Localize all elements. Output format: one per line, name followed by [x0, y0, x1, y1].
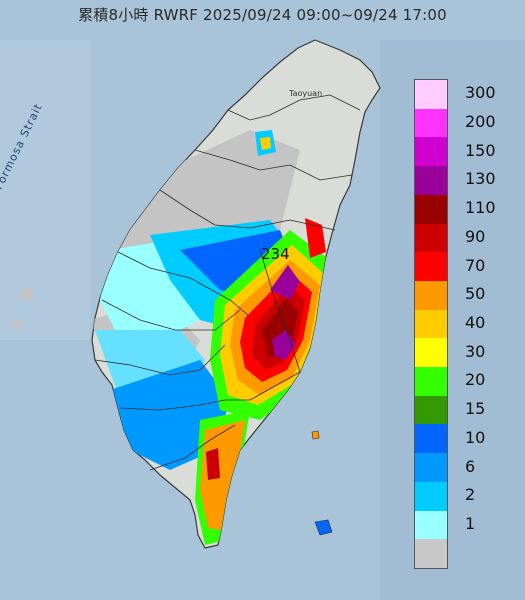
legend-label: 40: [465, 313, 486, 332]
legend-label: 110: [465, 198, 496, 218]
taiwan-island: [91, 39, 381, 549]
legend-swatch: [415, 338, 447, 368]
legend-swatch: [415, 252, 447, 281]
county-boundaries: [94, 94, 361, 471]
legend-swatch: [415, 80, 447, 109]
legend-swatch: [415, 453, 447, 482]
legend-label: 150: [465, 140, 496, 160]
legend-swatch: [415, 395, 447, 425]
map-title: 累積8小時 RWRF 2025/09/24 09:00~09/24 17:00: [78, 6, 447, 24]
legend-label: 1: [465, 513, 476, 533]
penghu-islands: [12, 288, 34, 330]
legend-label: 10: [465, 427, 486, 447]
legend-swatch: [415, 166, 447, 195]
city-label: Taoyuan: [289, 89, 323, 98]
green-island: [311, 430, 320, 440]
peak-value-label: 234: [261, 245, 290, 263]
legend-label: 20: [465, 370, 486, 390]
legend-label: 130: [465, 169, 496, 189]
legend-swatch: [415, 309, 447, 339]
legend-swatch: [415, 223, 447, 253]
legend-swatch: [415, 539, 447, 568]
legend-swatch: [415, 280, 447, 310]
legend-label: 6: [465, 456, 476, 476]
orchid-island: [314, 519, 333, 536]
legend-label: 70: [465, 255, 486, 275]
legend-swatch: [415, 108, 447, 138]
legend-label: 30: [465, 341, 486, 361]
legend-swatch: [415, 510, 447, 540]
legend-color-bar: [414, 79, 448, 569]
legend-swatch: [415, 137, 447, 167]
legend-swatch: [415, 481, 447, 511]
legend-label: 90: [465, 226, 486, 246]
legend-swatch: [415, 194, 447, 224]
legend-swatch: [415, 424, 447, 454]
legend-label: 300: [465, 83, 496, 103]
legend-label: 2: [465, 485, 476, 505]
legend-swatch: [415, 367, 447, 396]
legend-label: 15: [465, 399, 486, 419]
legend-label: 200: [465, 112, 496, 132]
legend-label: 50: [465, 284, 486, 304]
